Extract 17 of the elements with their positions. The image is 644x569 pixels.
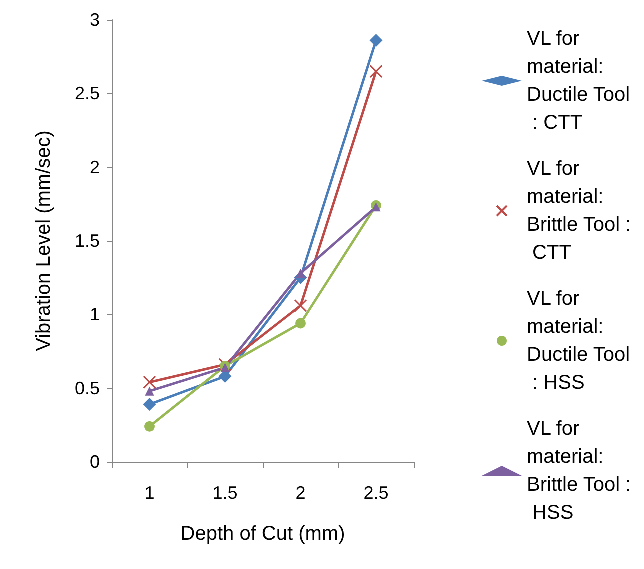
y-axis-title: Vibration Level (mm/sec) xyxy=(33,130,55,352)
legend-label: VL for material: Brittle Tool : CTT xyxy=(527,158,632,264)
y-tick-label: 3 xyxy=(90,10,100,30)
x-tick-label: 2.5 xyxy=(364,483,389,503)
x-tick-label: 1 xyxy=(144,483,155,503)
x-tick-label: 2 xyxy=(296,483,306,503)
y-tick-label: 2 xyxy=(90,157,100,178)
legend-label: VL for material: Ductile Tool : CTT xyxy=(527,28,630,134)
x-axis-title: Depth of Cut (mm) xyxy=(180,523,346,545)
x-tick-label: 1.5 xyxy=(212,483,238,503)
y-tick-label: 0.5 xyxy=(74,378,100,398)
legend-label: VL for material: Ductile Tool : HSS xyxy=(527,288,630,394)
y-tick-label: 1 xyxy=(90,304,100,325)
y-tick-label: 0 xyxy=(90,452,100,472)
y-tick-label: 1.5 xyxy=(74,231,100,251)
y-tick-label: 2.5 xyxy=(74,84,100,104)
legend-label: VL for material: Brittle Tool : HSS xyxy=(527,418,632,524)
